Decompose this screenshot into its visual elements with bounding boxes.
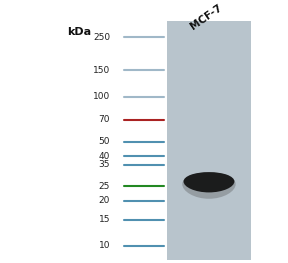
- Text: 20: 20: [99, 196, 110, 205]
- Text: 35: 35: [98, 160, 110, 169]
- Bar: [166, 21, 251, 260]
- Text: 50: 50: [98, 137, 110, 146]
- Text: 70: 70: [98, 115, 110, 124]
- Text: 10: 10: [98, 241, 110, 250]
- Ellipse shape: [182, 172, 236, 199]
- Text: 40: 40: [99, 151, 110, 160]
- Text: 150: 150: [93, 66, 110, 75]
- Text: kDa: kDa: [67, 27, 91, 37]
- Text: 100: 100: [93, 92, 110, 101]
- Text: 25: 25: [99, 182, 110, 191]
- Text: 250: 250: [93, 33, 110, 42]
- Text: MCF-7: MCF-7: [188, 3, 224, 32]
- Ellipse shape: [183, 172, 234, 193]
- Text: 15: 15: [98, 215, 110, 224]
